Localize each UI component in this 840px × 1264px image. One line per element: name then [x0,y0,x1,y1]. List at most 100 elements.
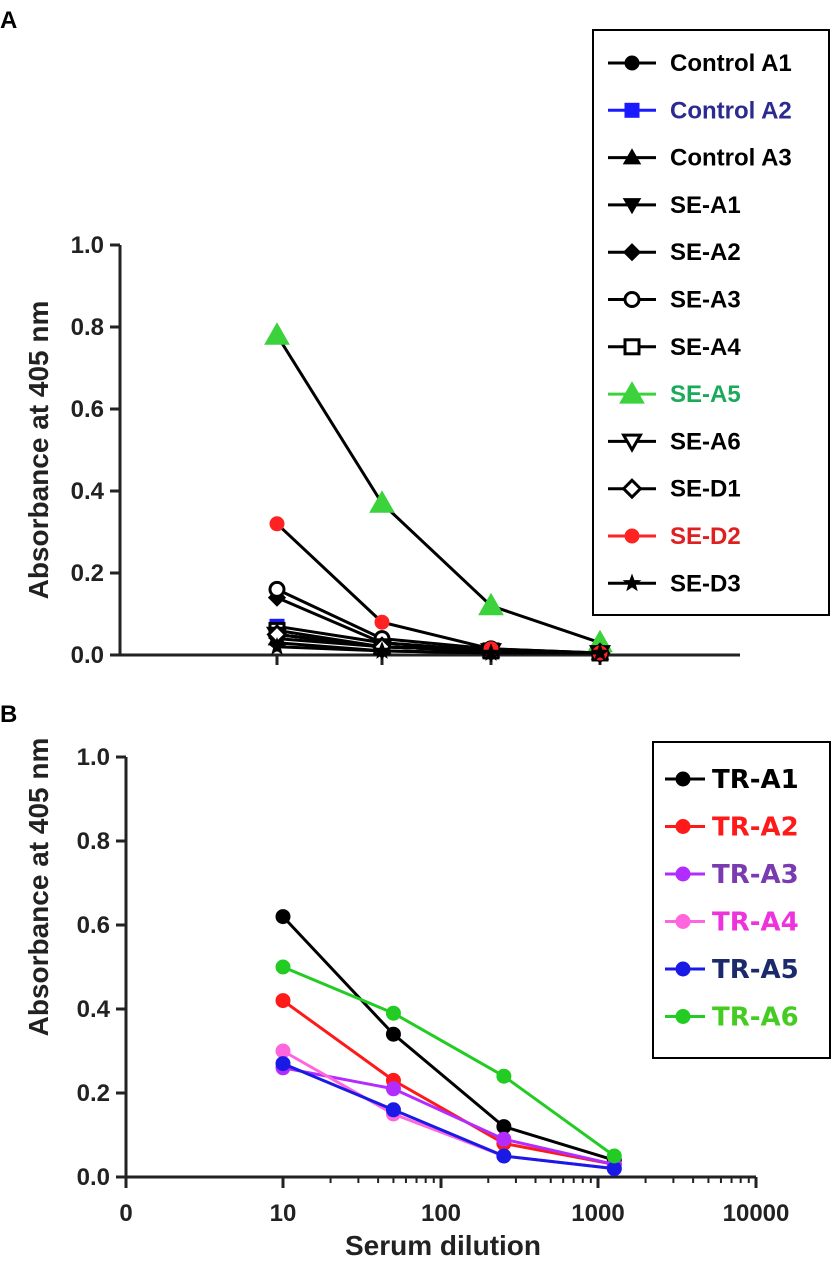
legend-item: TR-A4 [665,908,799,938]
series-line [275,522,601,655]
data-point [275,909,291,925]
legend-item: Control A3 [608,145,792,172]
legend-marker [624,102,640,118]
legend-marker [675,771,691,787]
series-line [282,965,616,1158]
legend-marker [624,55,640,71]
panel-b-y-tick-label: 0.0 [77,1164,110,1191]
legend-marker [621,478,643,500]
data-point [369,490,395,513]
legend-label: TR-A5 [712,955,799,985]
series-line [281,915,615,1162]
legend-item: SE-A2 [608,239,741,266]
legend-item: SE-D2 [608,523,741,550]
legend-marker [622,148,642,165]
legend-item: SE-A6 [608,428,741,455]
legend-label: TR-A4 [712,908,799,938]
panel-b-x-tick-label: 10000 [723,1200,790,1227]
legend-item: SE-D3 [608,570,741,597]
panel-a-y-tick-label: 0.0 [71,642,104,669]
panel-b-y-axis: 0.0 0.2 0.4 0.6 0.8 1.0 [77,744,128,1191]
data-point [481,643,501,661]
panel-a-y-tick-label: 0.4 [71,478,105,505]
legend-item: SE-A5 [608,381,741,408]
legend-item: SE-A3 [608,287,741,314]
legend-item: TR-A5 [665,955,799,985]
data-point [496,1131,512,1147]
data-point [590,643,610,661]
panel-a-legend: Control A1 Control A2 Control A3 SE-A1 SE-A2… [608,50,792,597]
panel-b-y-tick-label: 0.6 [77,912,110,939]
legend-label: SE-A5 [670,381,741,408]
panel-b-y-tick-label: 0.4 [77,996,111,1023]
panel-b-series [275,909,622,1177]
legend-item: Control A2 [608,97,792,124]
panel-b-y-tick-label: 1.0 [77,744,110,771]
legend-label: SE-A2 [670,239,741,266]
legend-marker [622,243,642,262]
legend-label: TR-A1 [712,765,799,795]
data-point [385,1081,401,1097]
data-point [496,1148,512,1164]
panel-label-a: A [0,7,17,34]
legend-marker [675,961,691,977]
data-point [606,1161,622,1177]
series-line [282,1049,615,1171]
panel-b-legend-box [652,741,831,1059]
panel-b-chart: Absorbance at 405 nm 0.00.20.40.60.81.0 … [23,738,831,1261]
panel-b-y-tick-label: 0.2 [77,1080,110,1107]
data-point [496,1068,512,1084]
legend-label: SE-A1 [670,192,741,219]
data-point [478,592,504,616]
series-line [282,1062,615,1171]
series-line [282,1066,615,1166]
series-line [276,645,600,655]
legend-marker [675,1009,691,1024]
panel-a-y-tick-label: 0.6 [71,396,104,423]
data-point [267,636,287,655]
legend-item: TR-A6 [665,1003,799,1033]
panel-a-series [264,322,613,665]
legend-item: TR-A1 [665,765,799,795]
legend-marker [675,866,691,882]
legend-label: TR-A3 [712,860,799,890]
panel-a-ylabel: Absorbance at 405 nm [23,301,54,600]
data-point [372,641,392,659]
panel-a-chart: Absorbance at 405 nm 0.00.20.40.60.81.0 … [23,29,830,669]
data-point [264,322,290,345]
legend-marker [622,573,642,592]
legend-marker [675,819,691,834]
legend-label: Control A1 [670,50,792,77]
data-point [385,1026,401,1042]
series-tr-a5 [275,1056,622,1177]
legend-label: SE-D3 [670,570,741,597]
series-se-d3 [267,636,610,661]
panel-b-x-tick-label: 0 [119,1200,132,1227]
legend-item: TR-A2 [665,813,799,843]
legend-label: SE-D1 [670,476,741,503]
legend-marker [675,914,691,929]
legend-label: Control A2 [670,97,792,124]
legend-item: TR-A3 [665,860,799,890]
panel-a-y-tick-label: 0.2 [71,560,104,587]
legend-item: Control A1 [608,50,792,77]
series-se-a5 [264,322,613,653]
legend-marker [622,198,642,215]
series-line [282,999,615,1166]
data-point [275,993,291,1009]
legend-label: SE-A4 [670,334,741,361]
legend-label: SE-A3 [670,287,741,314]
legend-item: SE-A1 [608,192,741,219]
data-point [385,1005,401,1021]
data-point [496,1119,512,1135]
panel-b-x-tick-label: 10 [270,1200,297,1227]
panel-label-b: B [0,701,17,728]
legend-label: TR-A6 [712,1003,799,1033]
panel-b-x-tick-label: 1000 [571,1200,624,1227]
panel-b-xlabel: Serum dilution [345,1230,541,1261]
panel-b-x-axis: 0 10 100 1000 10000 [119,1175,790,1227]
data-point [374,614,390,630]
data-point [606,1148,622,1164]
legend-item: SE-A4 [608,334,741,361]
